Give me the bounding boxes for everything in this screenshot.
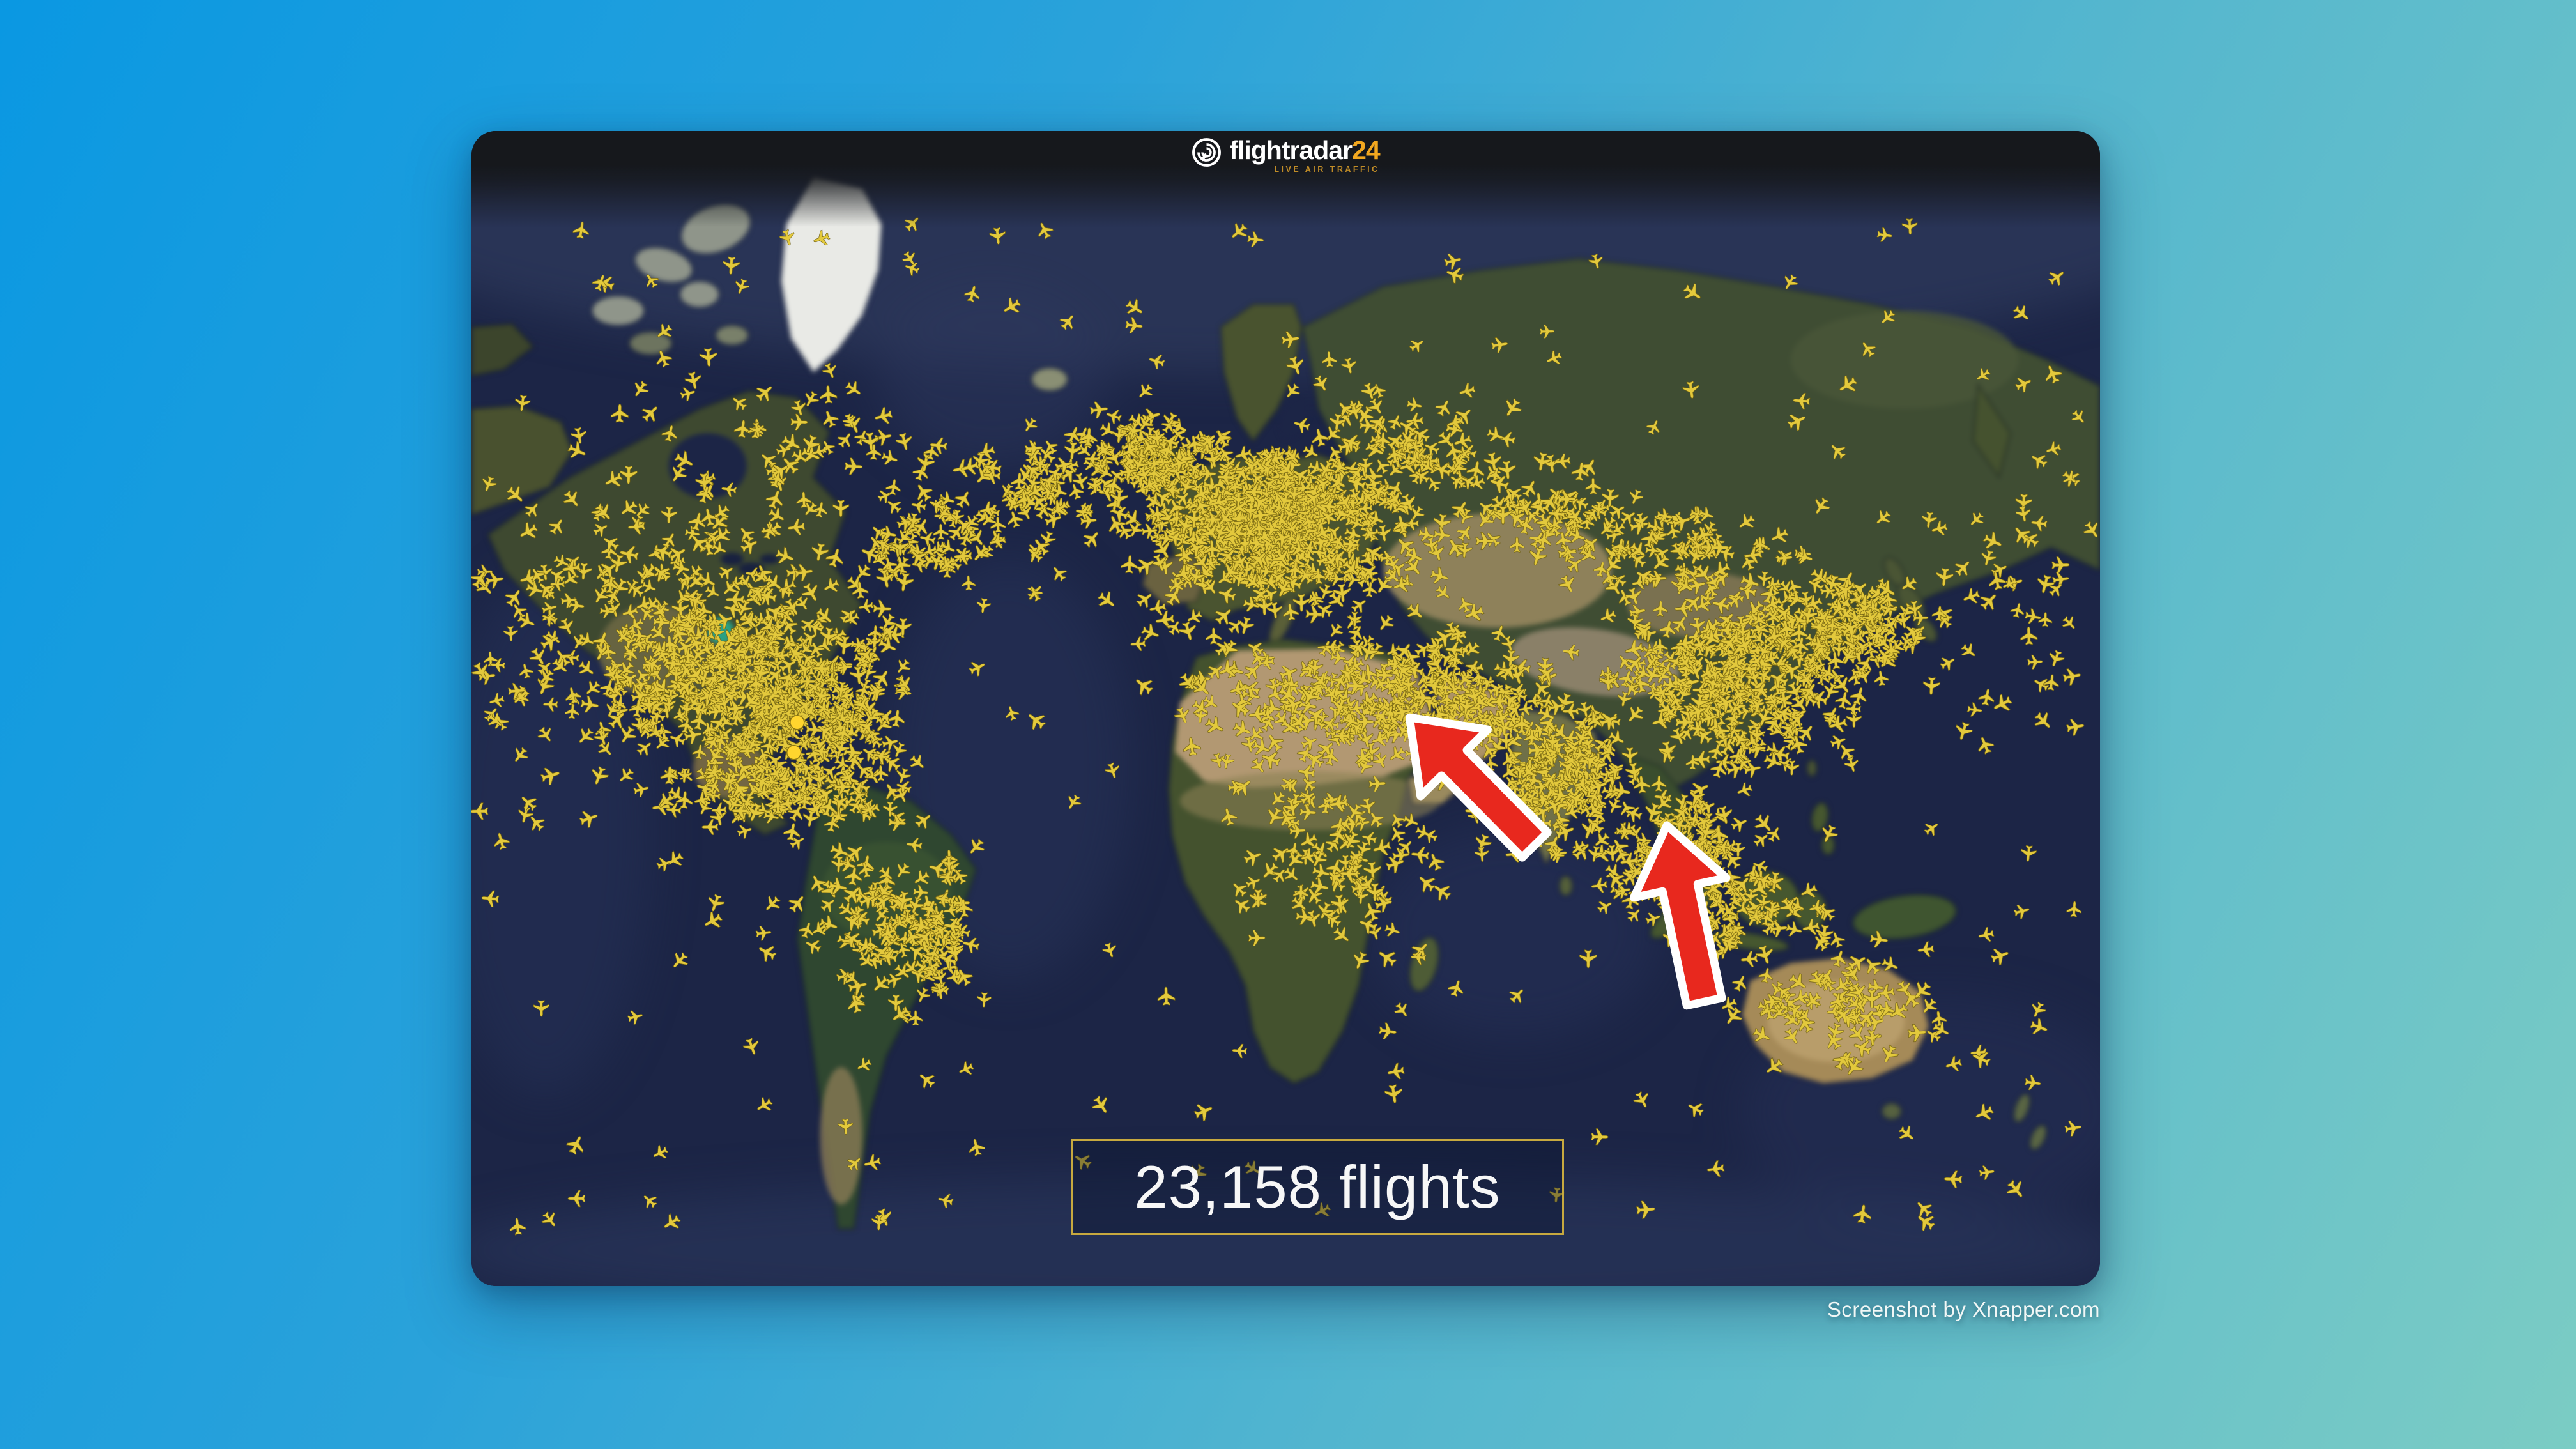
logo-name-main: flightradar <box>1229 135 1353 165</box>
map-markers-layer <box>786 714 805 760</box>
annotation-arrows-layer <box>1405 713 1731 1010</box>
logo-text: flightradar24 LIVE AIR TRAFFIC <box>1229 135 1381 174</box>
tasmania <box>1880 1101 1903 1121</box>
arrow-to-india-region <box>1630 821 1731 1010</box>
arrow-to-caspian-region <box>1405 713 1552 862</box>
great-lakes <box>720 552 779 576</box>
screenshot-card: flightradar24 LIVE AIR TRAFFIC 23,158 fl… <box>471 131 2100 1286</box>
patagonia <box>820 1067 862 1205</box>
central-asia-steppe <box>1383 513 1612 628</box>
flight-counter-text: 23,158 flights <box>1134 1153 1500 1222</box>
world-map[interactable] <box>471 131 2100 1286</box>
hudson-bay <box>668 433 747 499</box>
kamchatka <box>1972 383 2012 479</box>
watermark: Screenshot by Xnapper.com <box>1827 1298 2100 1322</box>
app-header: flightradar24 LIVE AIR TRAFFIC <box>471 131 2100 227</box>
new-zealand <box>2012 1092 2048 1151</box>
yellow-dot <box>790 714 805 730</box>
logo-tagline: LIVE AIR TRAFFIC <box>1274 165 1379 174</box>
madagascar <box>1408 935 1440 993</box>
sri-lanka <box>1558 875 1574 897</box>
flight-counter-box: 23,158 flights <box>1071 1139 1564 1235</box>
taiwan <box>1805 758 1818 778</box>
radar-icon <box>1192 138 1222 167</box>
land-chukotka <box>471 322 535 378</box>
iceland <box>1030 366 1069 392</box>
logo-wordmark: flightradar24 <box>1229 135 1381 165</box>
logo-name-suffix: 24 <box>1352 135 1381 165</box>
flightradar24-logo: flightradar24 LIVE AIR TRAFFIC <box>1192 135 1381 174</box>
yellow-dot <box>786 745 802 760</box>
land-scandinavia <box>1219 303 1303 443</box>
land-alaska <box>471 404 574 516</box>
